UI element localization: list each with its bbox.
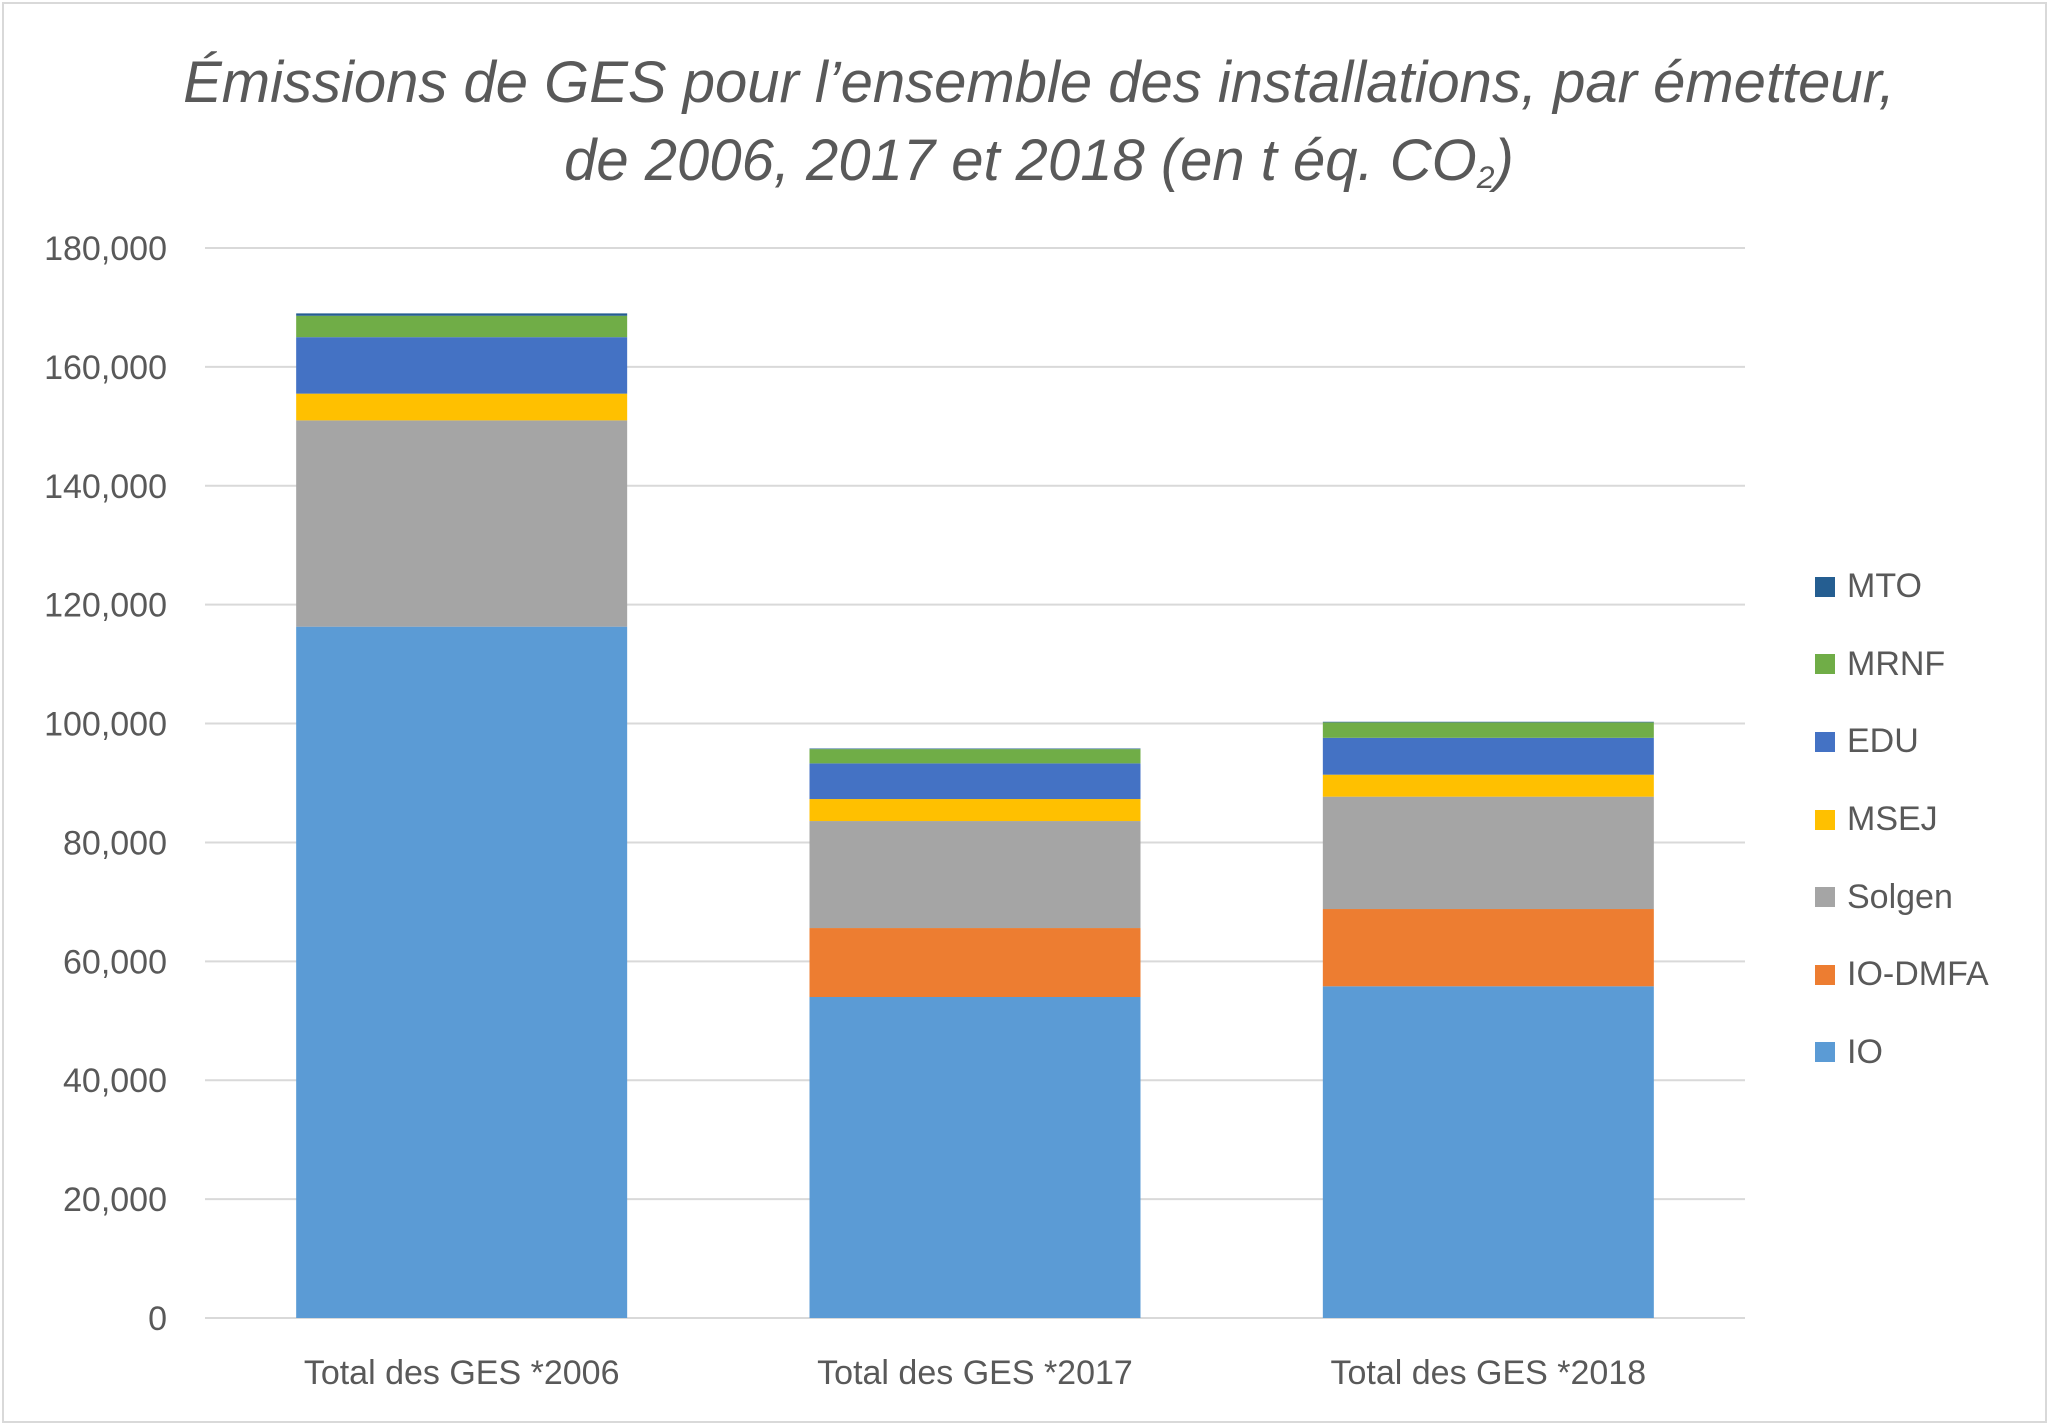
chart-legend: MTO MRNF EDU MSEJ Solgen IO-DMFA IO xyxy=(1815,548,2045,1091)
legend-label: IO xyxy=(1847,1032,1883,1071)
bar-segment-mto xyxy=(1322,721,1654,723)
chart-title-subscript: 2 xyxy=(1476,158,1495,195)
chart-title-text: Émissions de GES pour l’ensemble des ins… xyxy=(183,50,1895,193)
legend-swatch xyxy=(1815,809,1835,830)
bar-segment-io xyxy=(809,997,1141,1318)
legend-label: IO-DMFA xyxy=(1847,955,1989,994)
y-tick-label: 20,000 xyxy=(63,1181,167,1219)
bar-segment-mrnf xyxy=(296,315,628,338)
y-tick-label: 40,000 xyxy=(63,1062,167,1100)
bar-segment-io-dmfa xyxy=(1322,909,1654,987)
legend-swatch xyxy=(1815,887,1835,908)
bar-segment-edu xyxy=(296,337,628,394)
y-tick-label: 60,000 xyxy=(63,943,167,981)
legend-label: MRNF xyxy=(1847,644,1946,683)
x-category-label: Total des GES *2006 xyxy=(304,1354,620,1392)
legend-item: IO-DMFA xyxy=(1815,936,2045,1014)
bar-segment-io xyxy=(1322,986,1654,1318)
chart-title-end: ) xyxy=(1494,128,1514,193)
legend-item: EDU xyxy=(1815,703,2045,781)
bar-segment-mrnf xyxy=(809,749,1141,764)
bar-segment-solgen xyxy=(296,420,628,627)
legend-item: Solgen xyxy=(1815,858,2045,936)
y-tick-label: 140,000 xyxy=(44,468,167,506)
y-tick-label: 100,000 xyxy=(44,706,167,744)
legend-swatch xyxy=(1815,654,1835,675)
y-tick-label: 120,000 xyxy=(44,587,167,625)
legend-item: MSEJ xyxy=(1815,781,2045,859)
bar-segment-io-dmfa xyxy=(809,928,1141,997)
x-category-label: Total des GES *2018 xyxy=(1331,1354,1647,1392)
legend-label: MTO xyxy=(1847,567,1922,606)
bar-segment-mto xyxy=(809,748,1141,750)
legend-swatch xyxy=(1815,964,1835,985)
bar-segment-solgen xyxy=(1322,796,1654,910)
bar-segment-solgen xyxy=(809,821,1141,929)
y-tick-label: 180,000 xyxy=(44,230,167,268)
legend-swatch xyxy=(1815,576,1835,597)
legend-label: EDU xyxy=(1847,722,1919,761)
bar-segment-io xyxy=(296,626,628,1318)
x-category-label: Total des GES *2017 xyxy=(817,1354,1133,1392)
y-tick-label: 0 xyxy=(148,1300,167,1338)
bar-segment-mto xyxy=(296,313,628,316)
bar-segment-edu xyxy=(809,763,1141,800)
bar-segment-mrnf xyxy=(1322,722,1654,738)
chart-title: Émissions de GES pour l’ensemble des ins… xyxy=(144,44,1934,216)
bar-segment-msej xyxy=(296,393,628,421)
legend-swatch xyxy=(1815,731,1835,752)
legend-item: MTO xyxy=(1815,548,2045,626)
bar-segment-msej xyxy=(809,799,1141,822)
legend-item: MRNF xyxy=(1815,626,2045,704)
y-tick-label: 160,000 xyxy=(44,349,167,387)
legend-label: MSEJ xyxy=(1847,800,1938,839)
legend-label: Solgen xyxy=(1847,877,1953,916)
legend-item: IO xyxy=(1815,1014,2045,1092)
y-tick-label: 80,000 xyxy=(63,824,167,862)
bar-segment-edu xyxy=(1322,737,1654,775)
bar-segment-msej xyxy=(1322,774,1654,797)
legend-swatch xyxy=(1815,1042,1835,1063)
